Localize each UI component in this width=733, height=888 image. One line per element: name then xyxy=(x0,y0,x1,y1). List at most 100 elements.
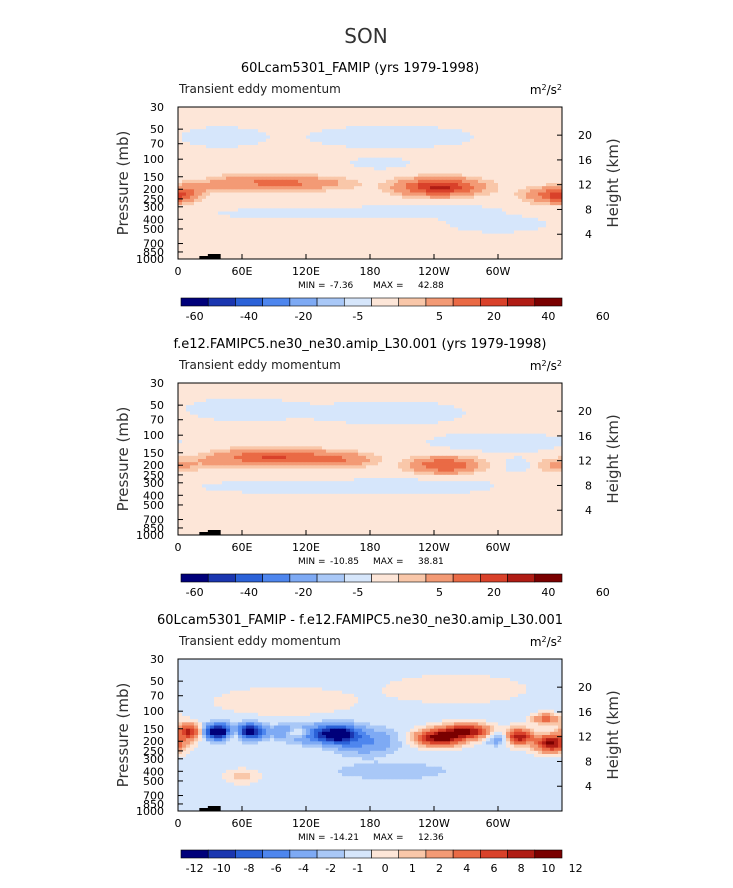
field-cell xyxy=(554,151,559,155)
field-cell xyxy=(186,164,191,168)
field-cell xyxy=(378,186,383,190)
field-cell xyxy=(366,208,371,212)
field-cell xyxy=(338,202,343,206)
field-cell xyxy=(214,240,219,244)
field-cell xyxy=(426,167,431,171)
field-cell xyxy=(378,195,383,200)
field-cell xyxy=(242,107,247,111)
field-cell xyxy=(210,151,215,155)
field-cell xyxy=(434,141,439,146)
field-cell xyxy=(418,246,423,250)
field-cell xyxy=(366,126,371,130)
field-cell xyxy=(478,233,483,238)
field-cell xyxy=(254,240,259,244)
field-cell xyxy=(258,107,263,111)
field-cell xyxy=(330,236,335,241)
field-cell xyxy=(378,138,383,143)
field-cell xyxy=(286,151,291,155)
field-cell xyxy=(238,179,243,184)
field-cell xyxy=(214,211,219,216)
field-cell xyxy=(250,157,255,162)
field-cell xyxy=(250,113,255,117)
field-cell xyxy=(414,113,419,117)
field-cell xyxy=(334,249,339,254)
field-cell xyxy=(410,110,415,114)
field-cell xyxy=(514,192,519,197)
field-cell xyxy=(426,173,431,178)
field-cell xyxy=(366,224,371,228)
field-cell xyxy=(290,170,295,174)
field-cell xyxy=(294,179,299,184)
field-cell xyxy=(366,138,371,143)
field-cell xyxy=(310,192,315,197)
field-cell xyxy=(450,122,455,127)
field-cell xyxy=(470,183,475,187)
field-cell xyxy=(214,170,219,174)
field-cell xyxy=(354,170,359,174)
field-cell xyxy=(302,208,307,212)
field-cell xyxy=(546,122,551,127)
field-cell xyxy=(374,205,379,209)
field-cell xyxy=(250,386,255,390)
field-cell xyxy=(534,170,539,174)
field-cell xyxy=(190,202,195,206)
field-cell xyxy=(434,176,439,181)
field-cell xyxy=(514,255,519,259)
field-cell xyxy=(542,208,547,212)
field-cell xyxy=(422,192,427,197)
field-cell xyxy=(346,176,351,181)
field-cell xyxy=(186,129,191,133)
field-cell xyxy=(470,243,475,247)
field-cell xyxy=(450,198,455,203)
field-cell xyxy=(438,113,443,117)
field-cell xyxy=(278,236,283,241)
field-cell xyxy=(290,186,295,190)
field-cell xyxy=(422,389,427,393)
field-cell xyxy=(446,186,451,190)
field-cell xyxy=(394,246,399,250)
field-cell xyxy=(338,160,343,165)
field-cell xyxy=(474,135,479,140)
field-cell xyxy=(242,173,247,178)
field-cell xyxy=(534,224,539,228)
field-cell xyxy=(258,116,263,121)
field-cell xyxy=(362,116,367,121)
field-cell xyxy=(322,233,327,238)
field-cell xyxy=(550,230,555,235)
field-cell xyxy=(218,227,223,231)
field-cell xyxy=(518,249,523,254)
field-cell xyxy=(426,119,431,124)
field-cell xyxy=(330,183,335,187)
field-cell xyxy=(486,240,491,244)
field-cell xyxy=(522,230,527,235)
field-cell xyxy=(510,227,515,231)
field-cell xyxy=(318,221,323,225)
field-cell xyxy=(506,249,511,254)
field-cell xyxy=(234,154,239,159)
field-cell xyxy=(194,157,199,162)
field-cell xyxy=(362,198,367,203)
field-cell xyxy=(214,122,219,127)
field-cell xyxy=(446,157,451,162)
field-cell xyxy=(430,192,435,197)
field-cell xyxy=(446,179,451,184)
field-cell xyxy=(554,173,559,178)
field-cell xyxy=(414,383,419,387)
field-cell xyxy=(462,167,467,171)
field-cell xyxy=(334,113,339,117)
field-cell xyxy=(462,173,467,178)
field-cell xyxy=(258,164,263,168)
field-cell xyxy=(270,217,275,222)
field-cell xyxy=(454,138,459,143)
field-cell xyxy=(382,179,387,184)
field-cell xyxy=(330,255,335,259)
field-cell xyxy=(414,214,419,219)
field-cell xyxy=(546,107,551,111)
field-cell xyxy=(198,170,203,174)
field-cell xyxy=(250,160,255,165)
field-cell xyxy=(442,151,447,155)
field-cell xyxy=(230,205,235,209)
field-cell xyxy=(422,148,427,152)
field-cell xyxy=(474,236,479,241)
field-cell xyxy=(290,189,295,193)
